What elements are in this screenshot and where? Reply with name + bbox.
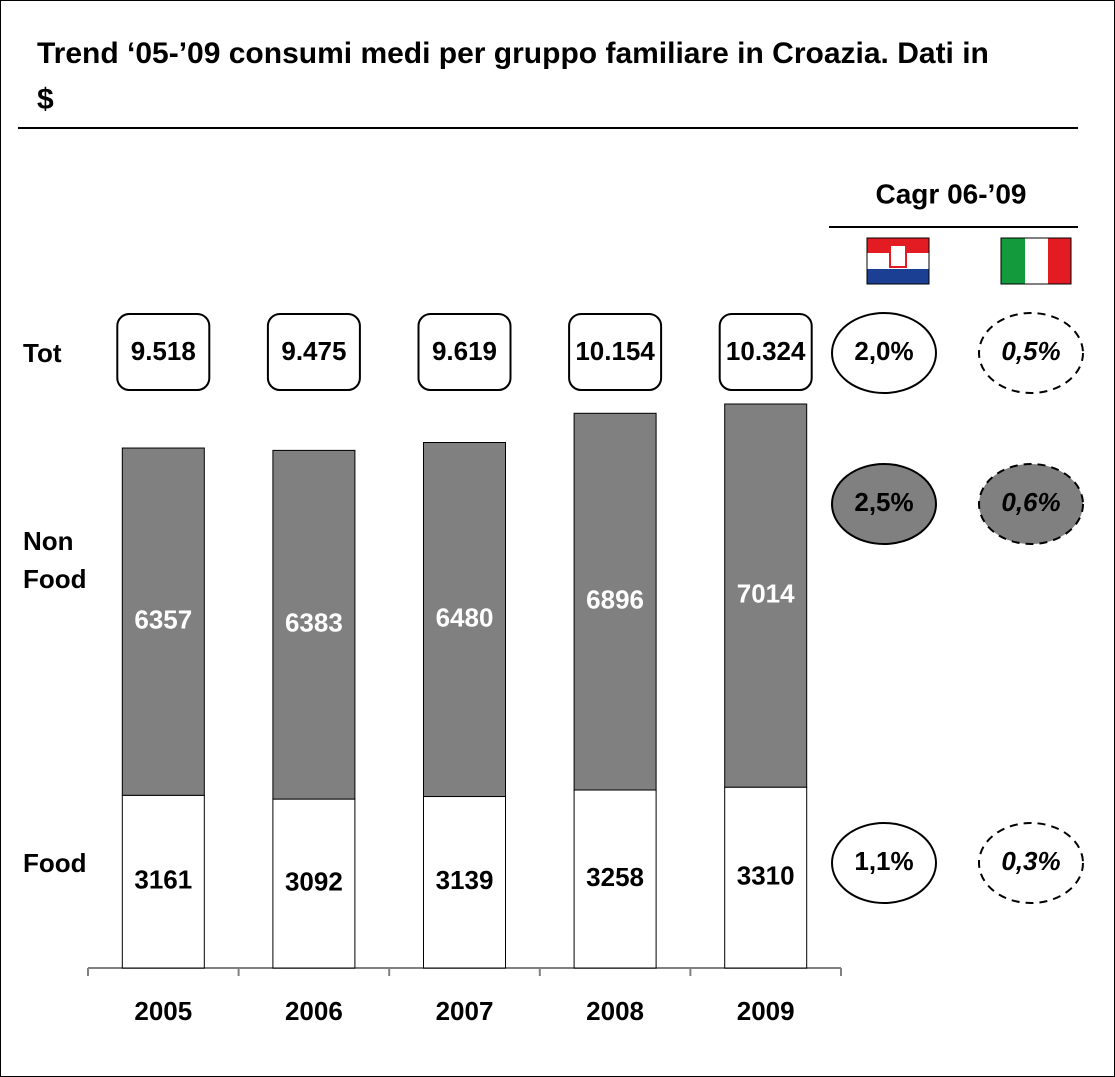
cagr-ellipse (831, 822, 937, 904)
bar-segment (121, 447, 205, 796)
cagr-ellipse (978, 822, 1084, 904)
cagr-ellipse (831, 312, 937, 394)
cagr-ellipse (831, 463, 937, 545)
x-tick-label: 2007 (436, 996, 494, 1026)
cagr-ellipse (978, 463, 1084, 545)
cagr-ellipse (978, 312, 1084, 394)
cagr-label: 2,5% (854, 487, 913, 517)
data-label: 3310 (737, 860, 795, 890)
data-label: 6480 (436, 602, 494, 632)
flag-croatia (866, 237, 930, 285)
total-box (417, 313, 512, 391)
cagr-label: 2,0% (854, 336, 913, 366)
total-box (266, 313, 361, 391)
x-tick-label: 2005 (134, 996, 192, 1026)
data-label: 6896 (586, 585, 644, 615)
series-label: Food (23, 848, 87, 878)
chart-title: Trend ‘05-’09 consumi medi per gruppo fa… (37, 37, 989, 116)
flag-italy (1000, 237, 1072, 285)
x-tick-label: 2008 (586, 996, 644, 1026)
bar-segment (423, 796, 506, 969)
total-label: 10.154 (575, 336, 655, 366)
x-tick-label: 2006 (285, 996, 343, 1026)
cagr-label: 0,3% (1001, 846, 1060, 876)
cagr-label: 0,5% (1001, 336, 1060, 366)
data-label: 6383 (285, 608, 343, 638)
cagr-label: 1,1% (854, 846, 913, 876)
total-box (116, 313, 211, 391)
bar-segment (423, 442, 506, 798)
data-label: 3161 (134, 865, 192, 895)
data-label: 7014 (737, 578, 795, 608)
bar-segment (121, 794, 205, 969)
total-label: 9.518 (131, 336, 196, 366)
bar-segment (573, 789, 657, 969)
x-tick-label: 2009 (737, 996, 795, 1026)
total-label: 10.324 (726, 336, 806, 366)
data-label: 6357 (134, 605, 192, 635)
total-label: Tot (23, 338, 62, 368)
bar-segment (724, 786, 808, 969)
data-label: 3139 (436, 865, 494, 895)
data-label: 3258 (586, 862, 644, 892)
bar-segment (573, 412, 657, 791)
bar-segment (272, 449, 356, 800)
bar-segment (724, 403, 808, 788)
data-label: 3092 (285, 866, 343, 896)
cagr-label: 0,6% (1001, 487, 1060, 517)
series-label: Non Food (23, 526, 87, 594)
total-box (718, 313, 813, 391)
total-box (568, 313, 663, 391)
cagr-title: Cagr 06-’09 (876, 178, 1027, 209)
total-label: 9.619 (432, 336, 497, 366)
total-label: 9.475 (281, 336, 346, 366)
